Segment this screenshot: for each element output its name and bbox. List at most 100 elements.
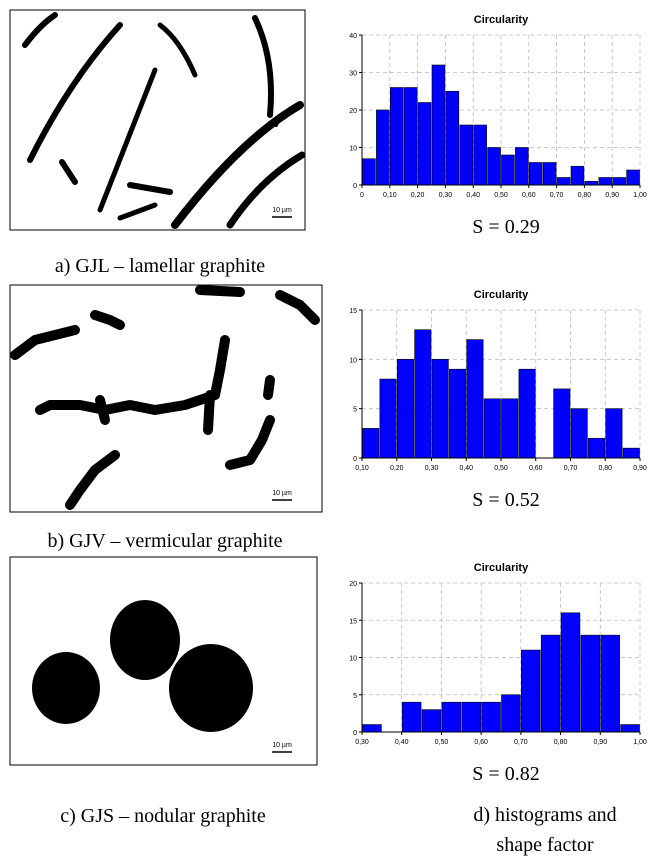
bar xyxy=(553,388,571,459)
bar xyxy=(362,724,382,733)
x-tick-label: 0,40 xyxy=(466,192,480,199)
micrograph-vermicular xyxy=(9,284,323,513)
x-tick-label: 0,30 xyxy=(439,192,453,199)
bar xyxy=(501,398,519,459)
caption: c) GJS – nodular graphite xyxy=(60,805,266,827)
x-tick-label: 0 xyxy=(360,192,364,199)
caption: b) GJV – vermicular graphite xyxy=(47,530,282,552)
bar xyxy=(483,398,501,459)
bar xyxy=(521,649,541,733)
x-tick-label: 0,80 xyxy=(598,465,612,472)
bar xyxy=(431,64,446,186)
x-tick-label: 0,40 xyxy=(395,739,409,746)
bar xyxy=(376,109,390,186)
bar xyxy=(481,701,501,733)
y-tick-label: 5 xyxy=(353,407,357,414)
bar xyxy=(620,724,640,733)
x-tick-label: 0,90 xyxy=(605,192,619,199)
bar xyxy=(449,368,467,459)
caption: a) GJL – lamellar graphite xyxy=(55,255,265,277)
bar xyxy=(515,147,529,186)
bar xyxy=(417,102,432,186)
scale-bar-label: 10 µm xyxy=(272,742,292,749)
x-tick-label: 0,50 xyxy=(494,465,508,472)
x-tick-label: 0,90 xyxy=(633,465,647,472)
chart-title: Circularity xyxy=(474,289,529,301)
y-tick-label: 0 xyxy=(353,730,357,737)
bar xyxy=(518,368,536,459)
scale-bar-label: 10 µm xyxy=(272,490,292,497)
y-tick-label: 30 xyxy=(349,71,357,78)
x-tick-label: 0,50 xyxy=(435,739,449,746)
bar xyxy=(403,87,418,186)
bar xyxy=(389,87,404,186)
bar xyxy=(396,359,414,459)
bar xyxy=(362,428,380,459)
bar xyxy=(556,177,571,186)
x-tick-label: 1,00 xyxy=(633,192,647,199)
x-tick-label: 0,10 xyxy=(383,192,397,199)
bar xyxy=(379,378,397,459)
bar xyxy=(501,694,521,733)
bar xyxy=(445,90,460,186)
x-tick-label: 0,70 xyxy=(514,739,528,746)
bar xyxy=(626,169,640,186)
x-tick-label: 0,20 xyxy=(390,465,404,472)
x-tick-label: 0,20 xyxy=(411,192,425,199)
x-tick-label: 1,00 xyxy=(633,739,647,746)
y-tick-label: 10 xyxy=(349,146,357,153)
bar xyxy=(466,339,484,459)
caption: d) histograms and shape factor xyxy=(473,804,617,856)
y-tick-label: 10 xyxy=(349,656,357,663)
x-tick-label: 0,40 xyxy=(459,465,473,472)
bar xyxy=(560,612,581,733)
shape-factor: S = 0.29 xyxy=(472,216,539,238)
bar xyxy=(431,359,449,459)
shape-factor: S = 0.82 xyxy=(472,763,539,785)
x-tick-label: 0,10 xyxy=(355,465,369,472)
bar xyxy=(528,162,543,186)
bar xyxy=(570,408,588,459)
bar xyxy=(542,162,557,186)
micrograph-nodular xyxy=(9,556,318,766)
y-tick-label: 15 xyxy=(349,618,357,625)
bar xyxy=(622,447,640,459)
chart-title: Circularity xyxy=(474,14,529,26)
bar xyxy=(459,124,473,186)
x-tick-label: 0,90 xyxy=(593,739,607,746)
bar xyxy=(487,147,501,186)
bar xyxy=(570,165,585,186)
bar xyxy=(501,154,515,186)
bar xyxy=(461,701,481,733)
bar xyxy=(600,634,620,733)
bar xyxy=(441,701,462,733)
bar xyxy=(580,634,601,733)
x-tick-label: 0,50 xyxy=(494,192,508,199)
y-tick-label: 40 xyxy=(349,33,357,40)
y-tick-label: 0 xyxy=(353,456,357,463)
bar xyxy=(473,124,487,186)
x-tick-label: 0,80 xyxy=(578,192,592,199)
chart-title: Circularity xyxy=(474,562,529,574)
x-tick-label: 0,30 xyxy=(425,465,439,472)
x-tick-label: 0,60 xyxy=(474,739,488,746)
bar xyxy=(584,180,599,186)
bar xyxy=(362,158,376,186)
shape-factor: S = 0.52 xyxy=(472,489,539,511)
y-tick-label: 5 xyxy=(353,693,357,700)
bar xyxy=(612,177,626,186)
bar xyxy=(605,408,623,459)
y-tick-label: 10 xyxy=(349,357,357,364)
x-tick-label: 0,80 xyxy=(554,739,568,746)
scale-bar-label: 10 µm xyxy=(272,207,292,214)
micrograph-lamellar xyxy=(9,9,306,231)
y-tick-label: 20 xyxy=(349,108,357,115)
y-tick-label: 15 xyxy=(349,308,357,315)
bar xyxy=(540,634,561,733)
bar xyxy=(421,709,442,733)
x-tick-label: 0,70 xyxy=(564,465,578,472)
y-tick-label: 20 xyxy=(349,581,357,588)
bar xyxy=(401,701,422,733)
